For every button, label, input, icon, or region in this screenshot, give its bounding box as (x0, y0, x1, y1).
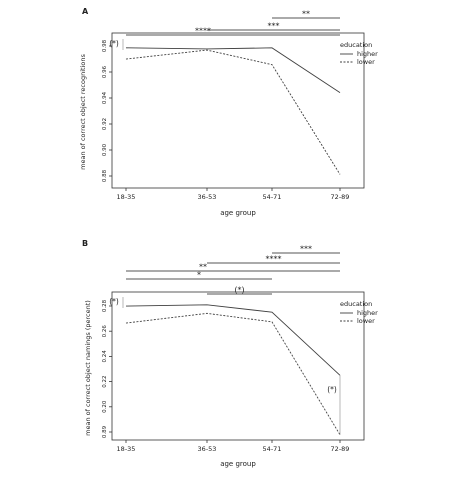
panel-b-y-tick-label: 0.28 (102, 299, 108, 312)
panel-a-legend-label-higher: higher (357, 50, 378, 58)
panel-b-x-axis: 18-35 36-53 54-71 72-89 (117, 440, 350, 453)
panel-a-y-axis-label: mean of correct object recognitions (79, 54, 87, 170)
panel-b-plot-frame (112, 292, 364, 440)
panel-b-y-axis-label: mean of correct object namings (percent) (84, 300, 92, 436)
panel-b-significance-label: *** (300, 245, 312, 254)
panel-b-annotation: (*) (109, 297, 119, 306)
panel-b-legend-label-higher: higher (357, 309, 378, 317)
panel-b-series-lower-line (126, 313, 340, 434)
panel-b-y-tick-label: 0.20 (102, 400, 108, 413)
panel-a-legend-label-lower: lower (357, 58, 375, 66)
panel-a-significance-label: **** (195, 27, 211, 36)
panel-a-plot-frame (112, 33, 364, 188)
panel-b-annotations: (*) (*) (109, 297, 340, 435)
panel-b-y-tick-label: 0.89 (102, 425, 108, 438)
panel-b-series (126, 305, 340, 435)
panel-b-x-tick-label: 54-71 (263, 445, 282, 453)
panel-b-annotation: (*) (327, 385, 337, 394)
panel-b-significance-brackets: **********(*) (126, 245, 340, 295)
panel-b-y-tick-label: 0.24 (102, 350, 108, 363)
panel-b-legend-title: education (340, 300, 372, 308)
panel-b-series-higher-line (126, 305, 340, 375)
panel-b-significance-label: **** (266, 255, 282, 264)
panel-b: B **********(*) 0.890.200.220.240.260.28… (82, 239, 378, 468)
panel-a-series (126, 48, 340, 175)
panel-a-y-tick-label: 0.92 (102, 118, 108, 130)
panel-a-x-axis: 18-35 36-53 54-71 72-89 (117, 188, 350, 201)
panel-a-y-axis: 0.88 0.90 0.92 0.94 0.96 0.98 (102, 39, 112, 182)
panel-b-label: B (82, 239, 88, 248)
panel-a: A ********* 0.880.900.920.940.960.98 18-… (79, 7, 378, 217)
panel-a-x-tick-label: 36-53 (198, 193, 217, 201)
panel-a-x-axis-label: age group (220, 209, 256, 217)
panel-a-annotations: (*) (109, 39, 123, 50)
panel-a-y-tick-label: 0.94 (102, 91, 108, 104)
panel-a-y-tick-label: 0.98 (102, 39, 108, 52)
panel-a-series-higher-line (126, 48, 340, 93)
panel-b-x-tick-label: 36-53 (198, 445, 217, 453)
panel-b-x-axis-label: age group (220, 460, 256, 468)
panel-b-y-axis: 0.89 0.20 0.22 0.24 0.26 0.28 (102, 299, 112, 438)
panel-b-legend-label-lower: lower (357, 317, 375, 325)
panel-b-y-tick-label: 0.26 (102, 325, 108, 338)
panel-b-x-tick-label: 18-35 (117, 445, 136, 453)
panel-a-annotation: (*) (109, 39, 119, 48)
panel-a-x-tick-label: 18-35 (117, 193, 136, 201)
panel-b-significance-label: * (197, 271, 201, 280)
panel-a-x-tick-label: 72-89 (331, 193, 350, 201)
panel-a-label: A (82, 7, 89, 16)
panel-a-significance-label: ** (302, 10, 310, 19)
panel-a-y-tick-label: 0.88 (102, 169, 108, 182)
panel-b-significance-label: (*) (234, 286, 244, 295)
panel-b-y-tick-label: 0.22 (102, 375, 108, 387)
panel-a-significance-brackets: ********* (126, 10, 340, 36)
panel-a-y-tick-label: 0.90 (102, 143, 108, 156)
panel-b-x-tick-label: 72-89 (331, 445, 350, 453)
panel-a-x-tick-label: 54-71 (263, 193, 282, 201)
panel-a-legend-title: education (340, 41, 372, 49)
panel-a-significance-label: *** (268, 22, 280, 31)
panel-a-series-lower-line (126, 50, 340, 174)
panel-a-y-tick-label: 0.96 (102, 65, 108, 78)
